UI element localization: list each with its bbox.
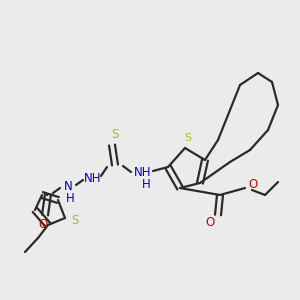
Text: O: O: [38, 218, 48, 230]
Text: S: S: [71, 214, 79, 227]
Text: NH: NH: [84, 172, 102, 184]
Text: S: S: [111, 128, 119, 142]
Text: S: S: [184, 133, 192, 143]
Text: O: O: [248, 178, 258, 191]
Text: H: H: [142, 178, 150, 191]
Text: H: H: [66, 191, 74, 205]
Text: O: O: [206, 217, 214, 230]
Text: N: N: [64, 179, 72, 193]
Text: NH: NH: [134, 167, 152, 179]
